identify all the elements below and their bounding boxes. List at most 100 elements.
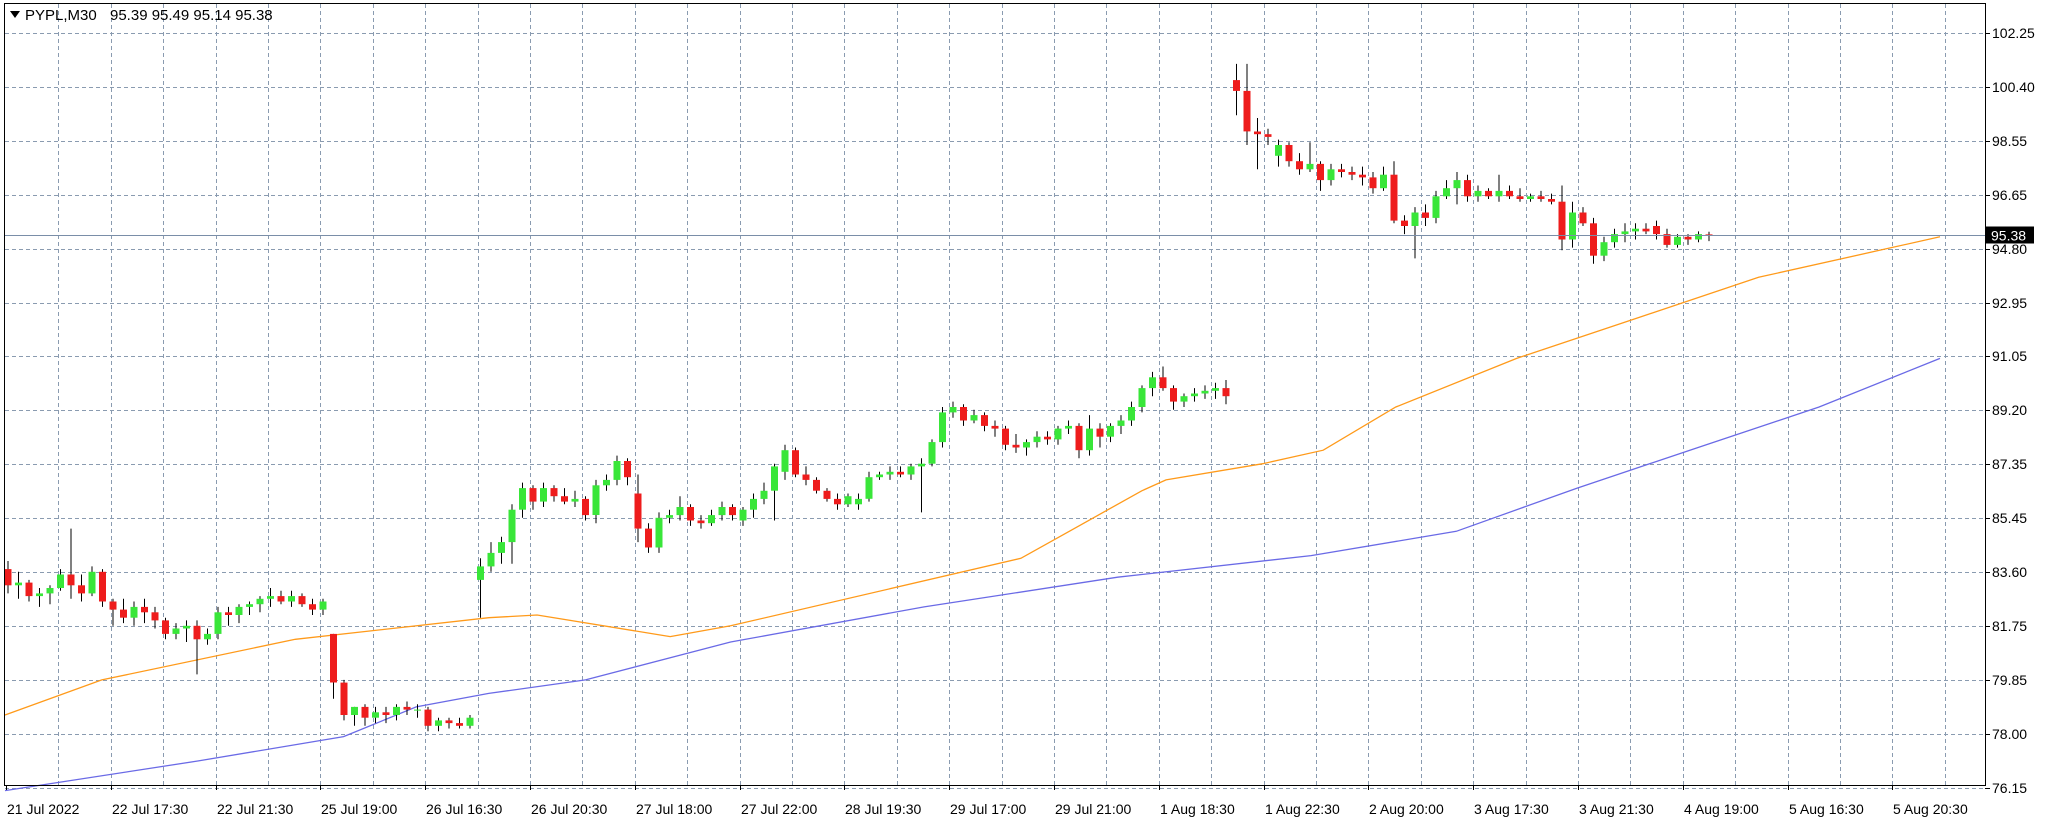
candle [1369,172,1377,194]
candle-body [235,606,243,615]
candle [876,471,883,480]
candle [1243,63,1251,145]
y-tick-label: 102.25 [1992,25,2035,41]
candle-body [393,706,400,715]
candle [1695,231,1702,243]
candle-body [781,450,789,472]
candle-body [823,490,831,499]
candle-body [624,461,631,478]
candle [1432,190,1440,224]
candle-body [1495,190,1503,197]
candle-body [760,490,768,499]
candle-body [225,612,232,615]
candle-body [1243,90,1251,132]
candle-body [855,498,862,505]
candle [487,542,495,572]
candle-body [1474,190,1482,197]
candle [277,590,285,605]
candle-body [4,569,12,586]
candle [57,569,64,591]
candle-body [109,601,117,610]
candle [141,598,148,624]
candle [771,463,778,521]
candle [424,706,432,732]
candle [1474,185,1482,202]
candle [865,471,873,502]
ma-slow-line [4,357,1941,792]
candle-body [949,407,957,413]
candle-body [918,463,925,467]
candle [1327,163,1335,186]
candle-body [298,596,306,605]
candle-body [739,509,747,521]
candle-body [256,598,264,605]
candle-body [1044,436,1051,440]
candle [624,458,631,486]
candle [36,588,43,607]
candle [1590,217,1597,264]
candle [1285,142,1293,167]
candle [1621,223,1629,243]
candle-body [750,498,757,510]
candle [330,633,337,699]
candle [823,488,831,502]
candle [550,485,558,502]
time-axis[interactable]: 21 Jul 2022 22 Jul 17:30 22 Jul 21:30 25 Ju… [6,785,1968,817]
candle-body [729,507,736,516]
candle [1317,161,1324,191]
candle [939,407,946,448]
candle-body [330,633,337,683]
candle-body [1191,393,1198,397]
candle-body [487,552,495,567]
candle [886,466,894,480]
x-tick-label: 29 Jul 17:00 [950,801,1026,817]
candle [1117,415,1125,434]
candle [603,474,610,491]
candle-body [1107,425,1114,437]
ma-fast-line [4,236,1941,716]
candle-body [1642,228,1650,232]
candle-body [802,474,810,480]
candle [1222,380,1230,405]
candle [1075,423,1083,459]
candle [1233,63,1240,116]
candle [508,504,516,564]
candle [708,509,715,526]
candle [78,574,85,602]
y-tick-label: 83.60 [1992,564,2027,580]
candle-body [970,415,978,421]
candle-body [718,507,726,516]
candle-body [1170,388,1177,402]
candle-body [1653,226,1660,235]
candle [1485,188,1492,199]
candle [204,628,211,645]
y-tick-label: 89.20 [1992,402,2027,418]
candle-body [1600,242,1608,256]
candle [456,717,463,729]
candle [1464,174,1471,202]
candle [477,558,484,618]
candle-body [1233,80,1240,91]
x-tick-label: 3 Aug 21:30 [1579,801,1654,817]
price-axis[interactable]: 102.25 100.40 98.55 96.65 94.80 92.95 91.05 89.… [1985,25,2035,796]
candle-body [351,706,358,715]
candle [193,620,201,675]
candle-body [99,571,106,602]
candle-body [960,407,967,421]
candle-body [1453,180,1461,189]
candle [361,704,369,726]
candle [1296,153,1303,175]
candle-body [57,574,64,588]
x-tick-label: 29 Jul 21:00 [1055,801,1131,817]
candle-body [1401,220,1408,226]
candle-body [687,507,694,521]
current-price-tag-label: 95.38 [1991,228,2026,244]
candle-body [1117,420,1125,426]
candle-body [382,712,390,715]
x-tick-label: 21 Jul 2022 [7,801,80,817]
candle [834,493,841,510]
candle-body [1464,180,1471,197]
dropdown-triangle-icon[interactable] [10,11,20,18]
candle-body [267,596,274,599]
